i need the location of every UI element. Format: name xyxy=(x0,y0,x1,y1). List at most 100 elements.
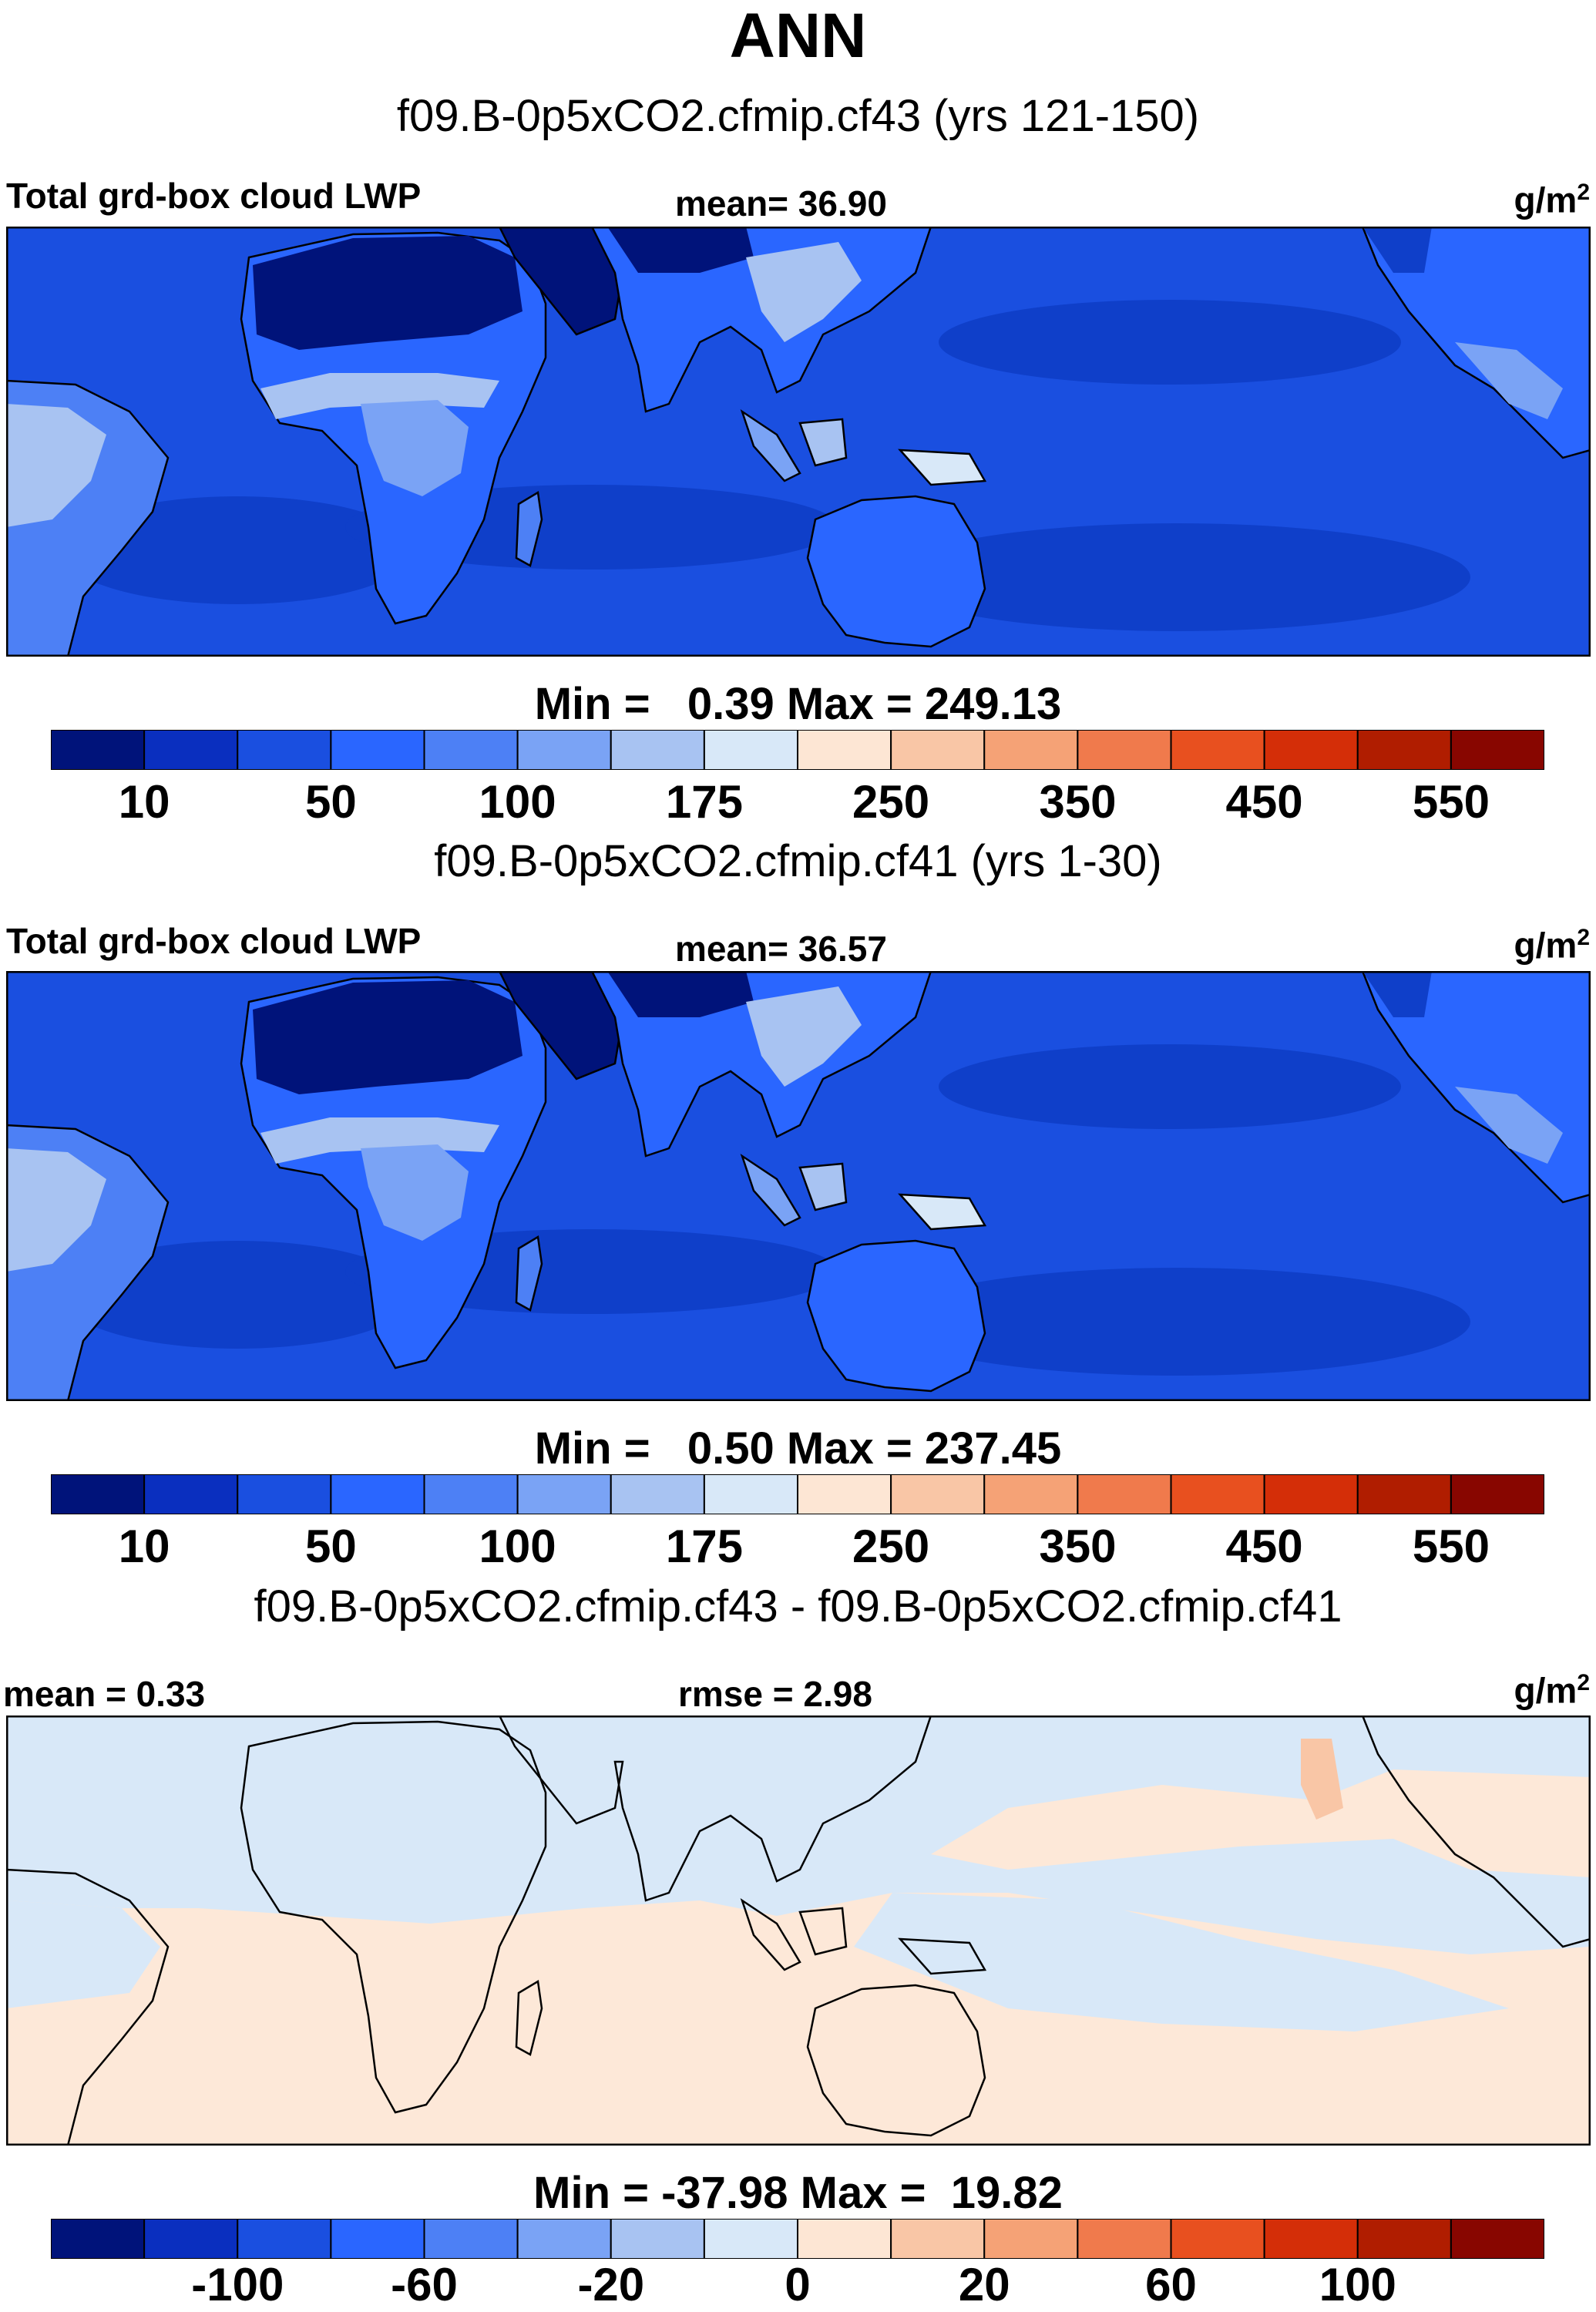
colorbar-tick-label: 450 xyxy=(1225,1521,1303,1572)
colorbar-tick-label: 100 xyxy=(1319,2259,1396,2310)
colorbar-tick-label: 250 xyxy=(852,1521,930,1572)
colorbar-swatch xyxy=(423,1474,519,1514)
panel3-units: g/m2 xyxy=(1514,1670,1590,1711)
north-america-outline xyxy=(1361,1716,1591,1948)
panel1-minmax: Min = 0.39 Max = 249.13 xyxy=(534,679,1062,729)
borneo-island xyxy=(798,418,848,467)
new-guinea-island xyxy=(898,449,987,486)
difference-negative-region xyxy=(854,1893,1509,2031)
panel3-map xyxy=(6,1716,1591,2146)
colorbar-tick-label: 100 xyxy=(479,1521,556,1572)
subtropical-low-lwp-region xyxy=(60,496,415,604)
sahel-band xyxy=(260,1117,499,1164)
panel3-mean-label: mean = 0.33 xyxy=(3,1674,206,1714)
colorbar-swatch xyxy=(1356,2219,1452,2259)
colorbar-swatch xyxy=(51,730,146,770)
colorbar-swatch xyxy=(983,2219,1079,2259)
tibet-region xyxy=(607,227,754,273)
panel1-map xyxy=(6,227,1591,657)
colorbar-swatch xyxy=(143,1474,239,1514)
colorbar-swatch xyxy=(237,730,332,770)
panel2-mean-label: mean= 36.57 xyxy=(675,929,887,969)
sahara-region xyxy=(253,236,522,350)
colorbar-swatch xyxy=(1077,2219,1172,2259)
difference-negative-region xyxy=(6,1900,160,2008)
south-china-wet xyxy=(746,986,862,1087)
map-frame xyxy=(6,971,1591,1401)
colorbar-tick-label: 350 xyxy=(1039,776,1117,828)
colorbar-tick-label: 450 xyxy=(1225,776,1303,828)
subtropical-low-lwp-region xyxy=(885,1268,1470,1376)
colorbar-tick-label: -60 xyxy=(391,2259,458,2310)
colorbar-swatch xyxy=(1263,730,1359,770)
colorbar-swatch xyxy=(1356,730,1452,770)
panel1-mean-label: mean= 36.90 xyxy=(675,183,887,223)
colorbar-swatch xyxy=(423,2219,519,2259)
panel1-units: g/m2 xyxy=(1514,180,1590,220)
colorbar-tick-label: 20 xyxy=(958,2259,1010,2310)
madagascar-land xyxy=(515,490,543,567)
colorbar-swatch xyxy=(1356,1474,1452,1514)
colorbar-swatch xyxy=(330,1474,425,1514)
panel2-units: g/m2 xyxy=(1514,925,1590,966)
subtropical-low-lwp-region xyxy=(939,1044,1401,1129)
map-frame xyxy=(6,1716,1591,2146)
colorbar-tick-label: -20 xyxy=(577,2259,645,2310)
figure-title: ANN xyxy=(729,1,867,71)
colorbar-swatch xyxy=(51,2219,146,2259)
new-guinea-outline xyxy=(898,1937,987,1975)
colorbar-swatch xyxy=(890,1474,986,1514)
colorbar-tick-label: 50 xyxy=(305,776,357,828)
south-china-wet xyxy=(746,242,862,342)
amazon-wet xyxy=(6,1148,106,1272)
colorbar-swatch xyxy=(610,730,705,770)
panel1-subtitle: f09.B-0p5xCO2.cfmip.cf43 (yrs 121-150) xyxy=(396,91,1200,141)
panel1-colorbar xyxy=(51,730,1544,770)
colorbar-swatch xyxy=(516,730,612,770)
panel1-variable-label: Total grd-box cloud LWP xyxy=(6,176,422,216)
colorbar-swatch xyxy=(797,730,892,770)
panel2-colorbar-ticks: 10 50 100 175 250 350 450 550 xyxy=(0,1520,1596,1574)
tibet-region xyxy=(607,971,754,1017)
panel3-subtitle: f09.B-0p5xCO2.cfmip.cf43 - f09.B-0p5xCO2… xyxy=(254,1581,1342,1632)
panel1-colorbar-ticks: 10 50 100 175 250 350 450 550 xyxy=(0,775,1596,829)
colorbar-tick-label: 50 xyxy=(305,1521,357,1572)
australia-land xyxy=(806,1239,986,1393)
colorbar-swatch xyxy=(890,730,986,770)
colorbar-swatch xyxy=(703,1474,799,1514)
central-africa-wet xyxy=(361,1144,469,1241)
sumatra-outline xyxy=(740,1897,801,1971)
panel3-colorbar-ticks: -100 -60 -20 0 20 60 100 xyxy=(0,2258,1596,2312)
madagascar-land xyxy=(515,1235,543,1312)
colorbar-swatch xyxy=(610,1474,705,1514)
colorbar-swatch xyxy=(237,2219,332,2259)
colorbar-tick-label: 10 xyxy=(118,776,170,828)
colorbar-tick-label: 0 xyxy=(785,2259,811,2310)
colorbar-tick-label: 60 xyxy=(1145,2259,1197,2310)
panel3-rmse-label: rmse = 2.98 xyxy=(678,1674,872,1714)
asia-outline xyxy=(498,1716,932,1902)
colorbar-swatch xyxy=(1077,730,1172,770)
colorbar-swatch xyxy=(1450,2219,1544,2259)
colorbar-swatch xyxy=(143,2219,239,2259)
colorbar-tick-label: 175 xyxy=(665,1521,743,1572)
sahara-region xyxy=(253,980,522,1094)
subtropical-low-lwp-region xyxy=(885,523,1470,631)
borneo-island xyxy=(798,1162,848,1211)
panel3-colorbar xyxy=(51,2219,1544,2259)
colorbar-swatch xyxy=(423,730,519,770)
amazon-wet xyxy=(6,404,106,527)
colorbar-swatch xyxy=(330,730,425,770)
panel2-variable-label: Total grd-box cloud LWP xyxy=(6,921,422,961)
new-guinea-island xyxy=(898,1193,987,1231)
colorbar-tick-label: 350 xyxy=(1039,1521,1117,1572)
colorbar-swatch xyxy=(237,1474,332,1514)
south-america-outline xyxy=(6,1868,170,2146)
colorbar-swatch xyxy=(51,1474,146,1514)
north-america-dry xyxy=(1362,971,1432,1017)
colorbar-swatch xyxy=(1170,730,1265,770)
colorbar-tick-label: 175 xyxy=(665,776,743,828)
panel2-map xyxy=(6,971,1591,1401)
madagascar-outline xyxy=(515,1979,543,2056)
colorbar-swatch xyxy=(797,2219,892,2259)
